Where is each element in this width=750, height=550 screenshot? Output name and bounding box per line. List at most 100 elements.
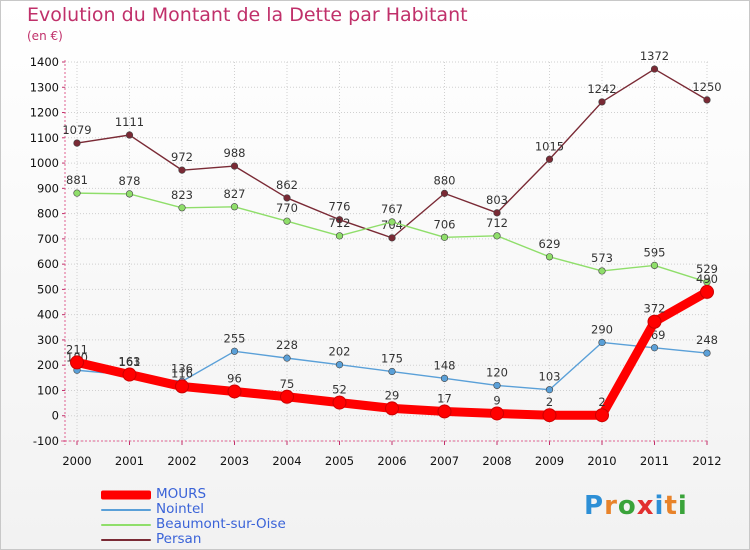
data-point (335, 361, 344, 369)
data-label: 228 (276, 338, 298, 352)
data-point (703, 96, 711, 104)
data-point (703, 349, 711, 357)
data-point (440, 189, 449, 197)
data-label: 629 (539, 237, 561, 251)
data-point (493, 232, 501, 240)
chart-unit-label: (en €) (27, 29, 63, 43)
data-label: 211 (66, 342, 88, 356)
data-point (493, 209, 501, 217)
data-point (650, 344, 659, 352)
data-point (125, 131, 134, 139)
data-point (545, 155, 554, 163)
legend-swatch-mours (101, 490, 151, 499)
data-point (598, 267, 606, 275)
data-point (493, 381, 501, 390)
data-point (385, 401, 399, 416)
data-point (178, 166, 186, 174)
y-tick-label: 100 (37, 383, 59, 397)
data-label: 595 (644, 245, 666, 259)
data-label: 1111 (115, 115, 144, 129)
data-point (598, 338, 606, 347)
x-tick-label: 2002 (167, 454, 196, 468)
data-label: 29 (385, 388, 400, 402)
data-label: 573 (591, 251, 613, 265)
data-point (230, 347, 239, 355)
logo-letter: i (677, 491, 688, 521)
data-point (598, 98, 606, 106)
x-tick-label: 2011 (640, 454, 669, 468)
legend-item-beaumont-sur-oise[interactable]: Beaumont-sur-Oise (101, 517, 361, 532)
data-label: 827 (224, 187, 246, 201)
data-point (650, 65, 659, 73)
legend-item-persan[interactable]: Persan (101, 532, 361, 547)
data-point (230, 203, 239, 211)
data-label: 175 (381, 352, 403, 366)
y-tick-label: 1400 (30, 55, 59, 69)
x-tick-label: 2012 (692, 454, 721, 468)
y-tick-label: 1000 (30, 156, 59, 170)
data-label: 17 (437, 391, 452, 405)
data-label: 880 (434, 173, 456, 187)
y-tick-label: 400 (37, 308, 59, 322)
logo-letter: t (664, 491, 678, 521)
x-tick-label: 2006 (377, 454, 406, 468)
x-tick-label: 2005 (325, 454, 354, 468)
data-label: 803 (486, 193, 508, 207)
proxiti-logo: Proxiti (584, 491, 688, 521)
legend: MOURS Nointel Beaumont-sur-Oise Persan (101, 487, 361, 547)
data-label: 161 (119, 355, 141, 369)
data-point (125, 190, 134, 198)
data-point (227, 384, 242, 399)
data-point (73, 139, 81, 147)
data-point (178, 204, 186, 212)
legend-item-nointel[interactable]: Nointel (101, 502, 361, 517)
y-tick-label: 0 (52, 409, 59, 423)
data-point (650, 261, 659, 269)
data-label: 972 (171, 150, 193, 164)
y-tick-label: 900 (37, 181, 59, 195)
data-point (70, 355, 84, 370)
y-tick-label: 800 (37, 207, 59, 221)
logo-letter: o (617, 491, 637, 521)
data-point (283, 194, 291, 202)
data-point (175, 379, 189, 394)
legend-label-nointel: Nointel (156, 501, 205, 517)
data-label: 255 (224, 331, 246, 345)
logo-letter: i (654, 491, 665, 521)
data-label: 2 (598, 395, 605, 409)
legend-label-mours: MOURS (156, 486, 207, 502)
data-label: 148 (434, 358, 456, 372)
data-label: 712 (329, 216, 351, 230)
data-point (280, 389, 294, 404)
data-label: 529 (696, 262, 718, 276)
legend-swatch-persan (101, 538, 151, 541)
data-label: 136 (171, 361, 193, 375)
data-label: 770 (276, 201, 298, 215)
data-label: 988 (224, 146, 246, 160)
logo-letter: r (604, 491, 618, 521)
data-label: 163 (119, 355, 141, 369)
data-point (332, 395, 347, 410)
data-point (335, 232, 344, 240)
data-point (542, 408, 557, 423)
data-label: 776 (329, 200, 351, 214)
data-point (388, 367, 396, 376)
data-label: 767 (381, 202, 403, 216)
x-tick-label: 2008 (482, 454, 511, 468)
data-point (283, 217, 291, 225)
legend-item-mours[interactable]: MOURS (101, 487, 361, 502)
data-label: 290 (591, 322, 613, 336)
data-point (230, 162, 239, 170)
data-point (595, 408, 609, 423)
data-point (440, 233, 449, 241)
data-point (388, 218, 396, 226)
data-point (647, 314, 662, 329)
x-tick-label: 2003 (220, 454, 249, 468)
data-label: 103 (539, 370, 561, 384)
y-tick-label: 200 (37, 358, 59, 372)
data-label: 1250 (692, 80, 721, 94)
y-tick-label: 1200 (30, 106, 59, 120)
data-label: 52 (332, 383, 347, 397)
data-point (122, 367, 137, 382)
